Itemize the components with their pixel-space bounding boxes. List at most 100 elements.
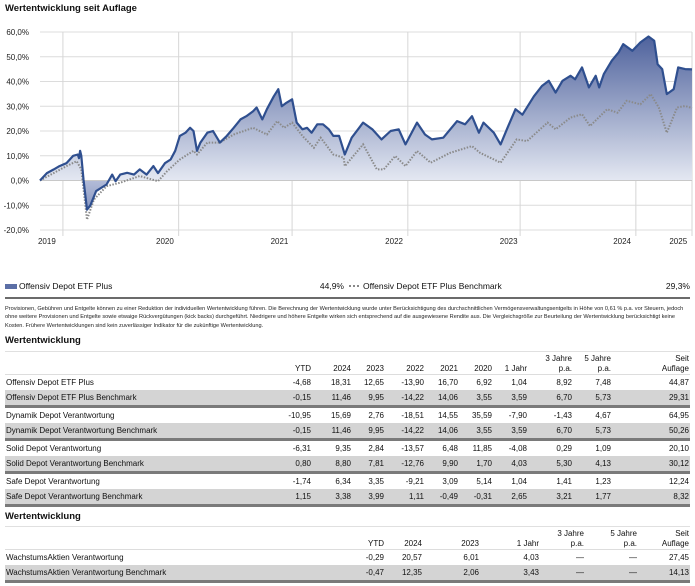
table-row: WachstumsAktien Verantwortung -0,29 20,57 6… [5, 549, 690, 565]
cell-value: — [540, 549, 585, 565]
cell-value: 64,95 [612, 405, 690, 423]
cell-value: 9,35 [312, 438, 352, 456]
cell-value: 15,69 [312, 405, 352, 423]
column-header-line2: p.a. [558, 364, 572, 373]
cell-value: 0,29 [528, 438, 573, 456]
cell-value: -9,21 [385, 471, 425, 489]
cell-value: 1,70 [459, 456, 493, 473]
cell-value: 1,41 [528, 471, 573, 489]
cell-value: 3,59 [493, 390, 528, 407]
column-header-line1: 2020 [474, 364, 492, 373]
column-header: 2020 [459, 351, 493, 375]
cell-value: — [585, 549, 638, 565]
cell-value: 4,03 [480, 549, 540, 565]
cell-value: 3,99 [352, 489, 385, 507]
performance-table: YTD 2024 2023 2022 2021 2020 1 Jahr 3 Jahre p.a.… [5, 351, 690, 507]
column-header-line2: Auflage [661, 539, 689, 548]
chart-legend: Offensiv Depot ETF Plus 44,9% Offensiv D… [0, 281, 695, 295]
row-label: Solid Depot Verantwortung [5, 438, 280, 456]
cell-value: 6,70 [528, 423, 573, 440]
disclaimer-text: Provisionen, Gebühren und Entgelte könne… [5, 306, 684, 329]
cell-value: 2,84 [352, 438, 385, 456]
cell-value: 2,06 [423, 565, 480, 583]
column-header: 1 Jahr [493, 351, 528, 375]
cell-value: 6,01 [423, 549, 480, 565]
table-row-benchmark: Solid Depot Verantwortung Benchmark 0,80 8… [5, 456, 690, 473]
cell-value: 27,45 [638, 549, 690, 565]
cell-value: -14,22 [385, 423, 425, 440]
cell-value: 5,73 [573, 423, 612, 440]
column-header-line1: Seit [675, 529, 689, 538]
column-header-line2: p.a. [597, 364, 611, 373]
performance-chart: 60,0% 50,0% 40,0% 30,0% 20,0% 10,0% 0,0% -10,0%… [4, 28, 693, 246]
column-header-line1: 2023 [461, 539, 479, 548]
cell-value: 11,46 [312, 390, 352, 407]
legend-value-benchmark: 29,3% [665, 281, 690, 291]
column-header: 1 Jahr [480, 526, 540, 550]
column-header-line1: 5 Jahre [610, 529, 637, 538]
cell-value: -0,15 [280, 390, 312, 407]
cell-value: 44,87 [612, 374, 690, 390]
row-label: Dynamik Depot Verantwortung [5, 405, 280, 423]
cell-value: 1,77 [573, 489, 612, 507]
cell-value: 6,70 [528, 390, 573, 407]
column-header: Seit Auflage [612, 351, 690, 375]
column-header-line1: 1 Jahr [504, 364, 527, 373]
cell-value: 20,57 [385, 549, 423, 565]
row-label: WachstumsAktien Verantwortung [5, 549, 350, 565]
y-tick-label: 10,0% [6, 152, 29, 161]
cell-value: 3,09 [425, 471, 459, 489]
cell-value: 14,55 [425, 405, 459, 423]
cell-value: 5,30 [528, 456, 573, 473]
cell-value: 30,12 [612, 456, 690, 473]
column-header-line1: 3 Jahre [545, 354, 572, 363]
x-tick-label: 2023 [500, 237, 518, 246]
cell-value: 5,73 [573, 390, 612, 407]
cell-value: -7,90 [493, 405, 528, 423]
cell-value: 7,48 [573, 374, 612, 390]
cell-value: 1,23 [573, 471, 612, 489]
table-row: Dynamik Depot Verantwortung -10,95 15,69 2,… [5, 405, 690, 423]
fund-area [40, 36, 692, 210]
cell-value: 11,85 [459, 438, 493, 456]
cell-value: 12,35 [385, 565, 423, 583]
column-header: Seit Auflage [638, 526, 690, 550]
column-header: YTD [350, 526, 385, 550]
y-tick-label: 20,0% [6, 127, 29, 136]
legend-value-fund: 44,9% [319, 281, 344, 291]
cell-value: 20,10 [612, 438, 690, 456]
row-label: Offensiv Depot ETF Plus Benchmark [5, 390, 280, 407]
column-header: 2024 [385, 526, 423, 550]
cell-value: 4,67 [573, 405, 612, 423]
cell-value: -0,47 [350, 565, 385, 583]
header-empty [5, 351, 280, 375]
cell-value: 3,55 [459, 390, 493, 407]
column-header-line1: 2021 [440, 364, 458, 373]
column-header-line1: 2024 [333, 364, 351, 373]
cell-value: 4,03 [493, 456, 528, 473]
x-tick-label: 2020 [156, 237, 174, 246]
cell-value: -12,76 [385, 456, 425, 473]
row-label: Solid Depot Verantwortung Benchmark [5, 456, 280, 473]
cell-value: 1,11 [385, 489, 425, 507]
cell-value: 9,95 [352, 390, 385, 407]
cell-value: — [540, 565, 585, 583]
row-label: Dynamik Depot Verantwortung Benchmark [5, 423, 280, 440]
cell-value: -1,74 [280, 471, 312, 489]
column-header: YTD [280, 351, 312, 375]
y-tick-label: 60,0% [6, 28, 29, 37]
table-row: Safe Depot Verantwortung -1,74 6,34 3,35 -9,… [5, 471, 690, 489]
table1-heading: Wertentwicklung [5, 335, 81, 346]
x-tick-label: 2021 [271, 237, 289, 246]
legend-swatch-benchmark [349, 285, 359, 287]
x-tick-label: 2022 [385, 237, 403, 246]
cell-value: 9,90 [425, 456, 459, 473]
column-header-line1: 3 Jahre [557, 529, 584, 538]
legend-label-fund: Offensiv Depot ETF Plus [19, 281, 113, 291]
cell-value: -1,43 [528, 405, 573, 423]
legend-label-benchmark: Offensiv Depot ETF Plus Benchmark [363, 281, 502, 291]
row-label: Offensiv Depot ETF Plus [5, 374, 280, 390]
cell-value: 2,65 [493, 489, 528, 507]
column-header: 3 Jahre p.a. [540, 526, 585, 550]
